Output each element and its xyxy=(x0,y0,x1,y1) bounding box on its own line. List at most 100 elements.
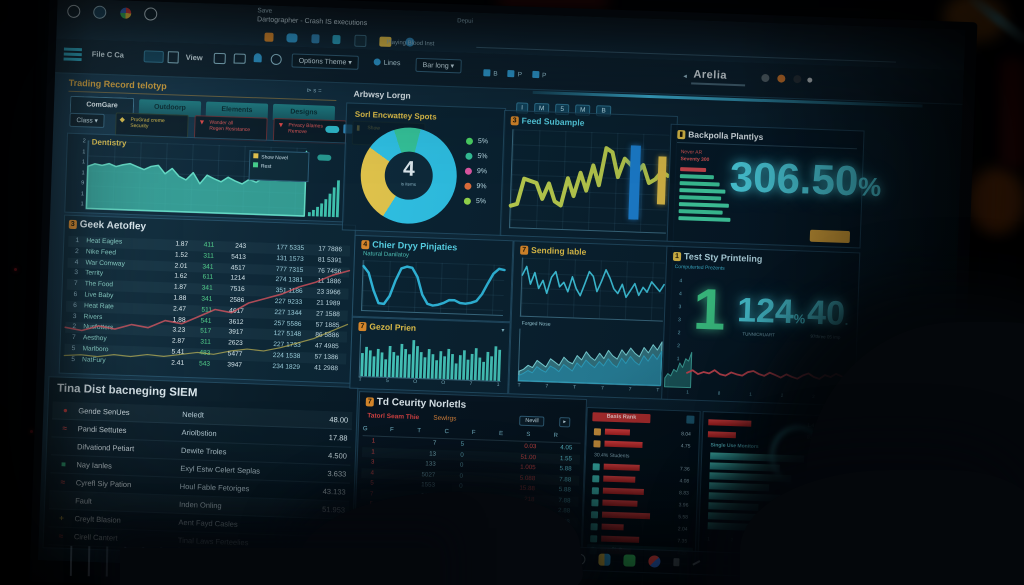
status-dot-dark[interactable] xyxy=(793,74,802,84)
section-carets[interactable]: ⊳ s = xyxy=(306,88,322,95)
toolbar-chip[interactable]: B xyxy=(483,69,498,78)
legend-item[interactable]: 5% xyxy=(463,194,501,210)
status-dot-gray[interactable] xyxy=(761,73,770,83)
column-header[interactable]: G xyxy=(362,426,368,433)
row-value: 3.633 xyxy=(327,468,347,479)
chip-icon xyxy=(483,69,491,77)
teal-bar[interactable] xyxy=(709,462,780,472)
copy-tool-icon[interactable] xyxy=(213,52,226,65)
browser-logo-icon[interactable] xyxy=(119,7,132,20)
toolbar-chip[interactable]: P xyxy=(507,70,522,79)
red-bar xyxy=(602,487,644,496)
flag-icon[interactable] xyxy=(264,32,274,43)
row-name: Gende SenUes xyxy=(78,406,130,418)
lines-indicator[interactable]: Lines xyxy=(373,58,401,67)
column-header[interactable]: E xyxy=(498,430,504,438)
red-blue-app-icon[interactable] xyxy=(647,555,661,568)
checkbox-icon[interactable] xyxy=(590,522,598,530)
legend-item[interactable]: Rest xyxy=(252,162,305,173)
mini-toggle[interactable] xyxy=(317,154,332,161)
column-header[interactable]: R xyxy=(553,432,558,439)
colorful-app-icon[interactable] xyxy=(597,553,611,566)
checkbox-icon[interactable] xyxy=(592,462,600,470)
checkbox-icon[interactable] xyxy=(591,486,599,494)
axis-tick-label: O xyxy=(441,379,446,387)
toolbar-chip[interactable]: P xyxy=(531,70,546,79)
book-tool-icon[interactable] xyxy=(167,51,179,64)
checkbox-icon[interactable] xyxy=(590,534,598,542)
menu-view[interactable]: View xyxy=(185,52,203,63)
bar-row[interactable]: 4.75 xyxy=(590,438,692,452)
grid-tool-icon[interactable] xyxy=(143,50,164,64)
kpi-value: 306.50% xyxy=(729,152,882,205)
bar-row[interactable]: 7.36 xyxy=(590,461,692,475)
legend-item[interactable]: 9% xyxy=(464,164,502,180)
checkbox-icon[interactable] xyxy=(593,439,601,447)
security-next-button[interactable]: ▸ xyxy=(559,417,571,428)
bar-row[interactable]: 3.96 xyxy=(588,497,690,511)
teal-bar[interactable] xyxy=(708,502,759,512)
red-panel-menu-icon[interactable] xyxy=(686,415,695,424)
cell-rank: 7 xyxy=(369,489,374,498)
bar-value: 8.04 xyxy=(681,431,691,438)
column-header[interactable]: T xyxy=(417,428,422,435)
bar-row[interactable]: 8.83 xyxy=(589,485,691,499)
legend-item[interactable]: 9% xyxy=(464,179,501,195)
reload-icon[interactable] xyxy=(67,4,81,19)
legend-swatch xyxy=(253,153,259,159)
show-toggle[interactable] xyxy=(325,125,340,134)
menu-file[interactable]: File C Ca xyxy=(91,49,125,60)
pen-tray-icon[interactable] xyxy=(691,560,700,566)
hamburger-menu-icon[interactable] xyxy=(63,47,82,62)
column-header[interactable]: C xyxy=(444,429,450,436)
panel-number-badge: 7 xyxy=(520,245,529,255)
home-icon[interactable] xyxy=(93,5,107,20)
axis-tick-label: 2 xyxy=(82,138,86,145)
gezol-menu-icon[interactable]: ▾ xyxy=(501,327,505,335)
pin-tray-icon[interactable] xyxy=(672,558,680,567)
bar-row[interactable]: 2.04 xyxy=(587,521,689,535)
chat-icon[interactable] xyxy=(286,33,299,43)
column-header[interactable]: F xyxy=(471,429,476,437)
teal-bar[interactable] xyxy=(707,522,749,531)
bell-icon[interactable] xyxy=(253,53,262,63)
legend-item[interactable]: 5% xyxy=(465,149,502,165)
kpi-action-button[interactable] xyxy=(809,229,851,244)
bar-row[interactable]: 5.58 xyxy=(588,509,690,523)
row-status-icon: ≈ xyxy=(60,477,66,487)
lock-icon[interactable] xyxy=(354,34,367,47)
browser-tab-title[interactable]: Dartographer - Crash IS executions xyxy=(256,16,368,28)
kpi2-subtitle: Computerted Prezents xyxy=(674,263,725,272)
chat-tool-icon[interactable] xyxy=(233,53,246,64)
axis-tick-label: 4 xyxy=(678,291,682,298)
bar-value: 7.35 xyxy=(677,538,688,545)
bar-dropdown[interactable]: Bar long ▾ xyxy=(415,57,462,74)
person-icon[interactable] xyxy=(311,34,320,44)
checkbox-icon[interactable] xyxy=(591,498,599,506)
theme-dropdown[interactable]: Options Theme ▾ xyxy=(291,53,360,70)
cursor-icon[interactable] xyxy=(332,35,341,45)
brand-title[interactable]: Arelia xyxy=(693,68,728,82)
save-label[interactable]: Save xyxy=(257,7,273,15)
status-dot-orange[interactable] xyxy=(777,74,786,83)
green-app-icon[interactable] xyxy=(622,554,636,567)
row-desc: Exyl Estw Celert Seplas xyxy=(180,463,261,476)
legend-item[interactable]: 5% xyxy=(465,134,503,150)
refresh-icon[interactable] xyxy=(270,53,282,66)
column-header[interactable]: S xyxy=(526,431,531,439)
row-status-icon: ≈ xyxy=(62,423,68,433)
panel-number-badge: 3 xyxy=(68,219,77,230)
checkbox-icon[interactable] xyxy=(590,510,599,518)
bar-row[interactable]: 4.08 xyxy=(589,473,691,487)
status-dot-light[interactable] xyxy=(807,77,813,83)
security-button[interactable]: Nevill xyxy=(519,415,545,427)
checkbox-icon[interactable] xyxy=(592,474,600,482)
teal-bar[interactable] xyxy=(708,482,770,492)
checkbox-icon[interactable] xyxy=(593,427,602,435)
class-dropdown[interactable]: Class ▾ xyxy=(69,112,106,128)
cell-rank: 4 xyxy=(370,468,375,477)
history-icon[interactable] xyxy=(144,7,158,22)
bar-row[interactable]: 8.04 xyxy=(591,426,693,440)
column-header[interactable]: F xyxy=(389,427,394,434)
bar-value: 4.08 xyxy=(679,478,690,485)
